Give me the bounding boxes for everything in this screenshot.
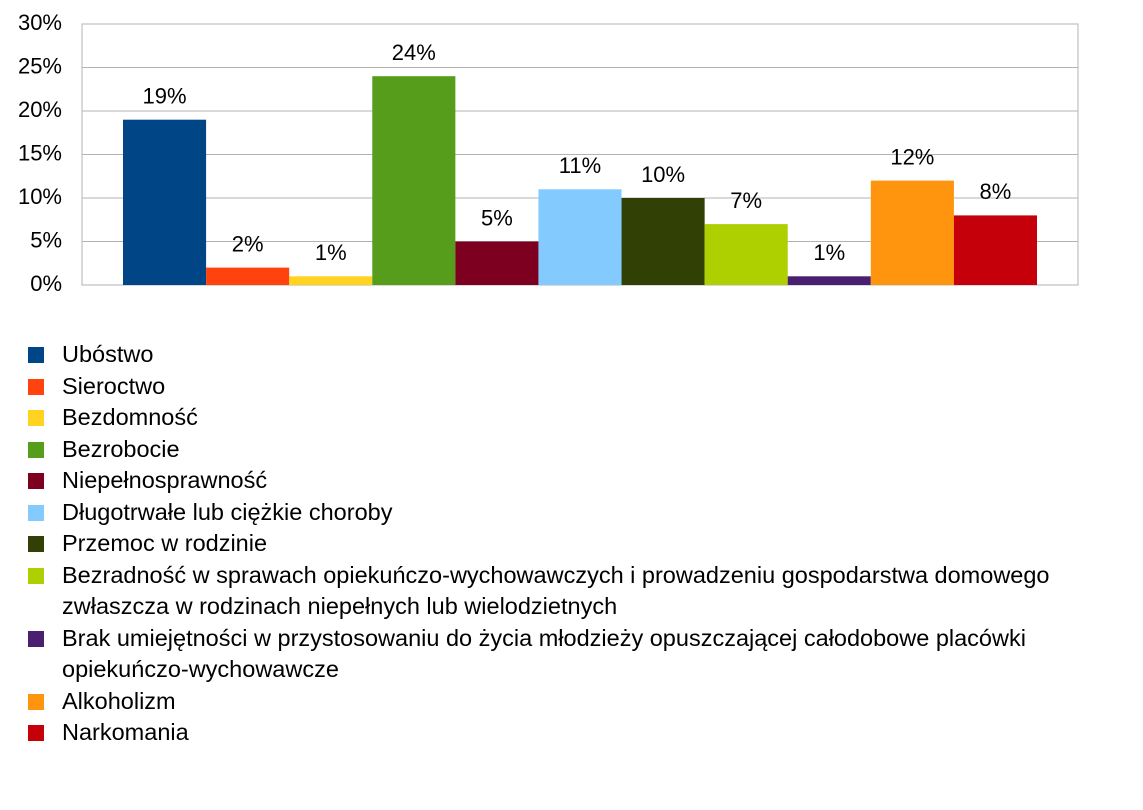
bar xyxy=(538,189,622,285)
data-label: 11% xyxy=(559,153,601,178)
legend-swatch xyxy=(28,725,44,741)
legend-item: Bezdomność xyxy=(28,402,1142,434)
y-tick-label: 30% xyxy=(18,10,62,35)
y-tick-label: 0% xyxy=(30,271,62,296)
legend-label: Brak umiejętności w przystosowaniu do ży… xyxy=(62,624,1026,683)
data-label: 2% xyxy=(232,231,264,256)
data-label: 10% xyxy=(641,162,685,187)
legend-item: Bezrobocie xyxy=(28,434,1142,466)
legend-label: Narkomania xyxy=(62,719,189,745)
legend-label: Bezrobocie xyxy=(62,435,180,462)
y-tick-label: 25% xyxy=(18,53,62,78)
legend-label: Ubóstwo xyxy=(62,341,154,367)
legend-swatch xyxy=(28,441,44,458)
legend-label: Niepełnosprawność xyxy=(62,467,268,493)
legend-swatch xyxy=(28,504,44,521)
y-tick-label: 20% xyxy=(18,97,62,122)
y-tick-label: 10% xyxy=(18,184,62,209)
legend-label: Sieroctwo xyxy=(62,372,166,399)
legend-swatch xyxy=(28,567,44,584)
legend-swatch xyxy=(28,410,44,426)
bar xyxy=(953,215,1037,285)
bar xyxy=(289,276,373,285)
legend-item: Alkoholizm xyxy=(28,686,1142,718)
bar xyxy=(870,180,954,285)
bar xyxy=(123,119,207,285)
legend-label: Alkoholizm xyxy=(62,687,176,714)
data-label: 5% xyxy=(481,205,513,230)
bar xyxy=(621,198,705,285)
data-label: 24% xyxy=(392,40,436,65)
bar xyxy=(372,76,456,285)
bar xyxy=(455,241,539,285)
data-label: 7% xyxy=(730,188,762,213)
y-tick-label: 15% xyxy=(18,140,62,165)
legend-swatch xyxy=(28,693,44,710)
bar xyxy=(704,224,788,285)
legend-swatch xyxy=(28,473,44,489)
legend-item: Długotrwałe lub ciężkie choroby xyxy=(28,497,1142,529)
legend-swatch xyxy=(28,536,44,552)
bar xyxy=(206,267,290,285)
legend-item: Sieroctwo xyxy=(28,371,1142,403)
legend-swatch xyxy=(28,378,44,395)
legend-item: Niepełnosprawność xyxy=(28,465,1142,497)
legend-item: Bezradność w sprawach opiekuńczo-wychowa… xyxy=(28,560,1142,623)
legend-label: Przemoc w rodzinie xyxy=(62,530,268,556)
legend-item: Ubóstwo xyxy=(28,339,1142,371)
chart: 0% 5% 10% 15% 20% 25% 30% 19% 2% 1% 24% 5% 11% 10% 7% 1… xyxy=(18,10,1079,296)
legend-label: Bezdomność xyxy=(62,404,198,430)
legend-swatch xyxy=(28,630,44,647)
legend-label: Długotrwałe lub ciężkie choroby xyxy=(62,498,393,525)
legend-item: Narkomania xyxy=(28,717,1142,749)
bar xyxy=(787,276,871,285)
data-label: 1% xyxy=(813,240,845,265)
legend-item: Przemoc w rodzinie xyxy=(28,528,1142,560)
data-label: 19% xyxy=(143,84,187,109)
y-tick-label: 5% xyxy=(30,227,62,252)
data-label: 12% xyxy=(890,144,934,169)
data-label: 8% xyxy=(980,179,1012,204)
legend-item: Brak umiejętności w przystosowaniu do ży… xyxy=(28,623,1142,686)
data-label: 1% xyxy=(315,240,347,265)
legend-label: Bezradność w sprawach opiekuńczo-wychowa… xyxy=(62,561,1050,620)
legend: Ubóstwo Sieroctwo Bezdomność Bezrobocie Niep… xyxy=(28,339,1142,749)
legend-swatch xyxy=(28,347,44,363)
